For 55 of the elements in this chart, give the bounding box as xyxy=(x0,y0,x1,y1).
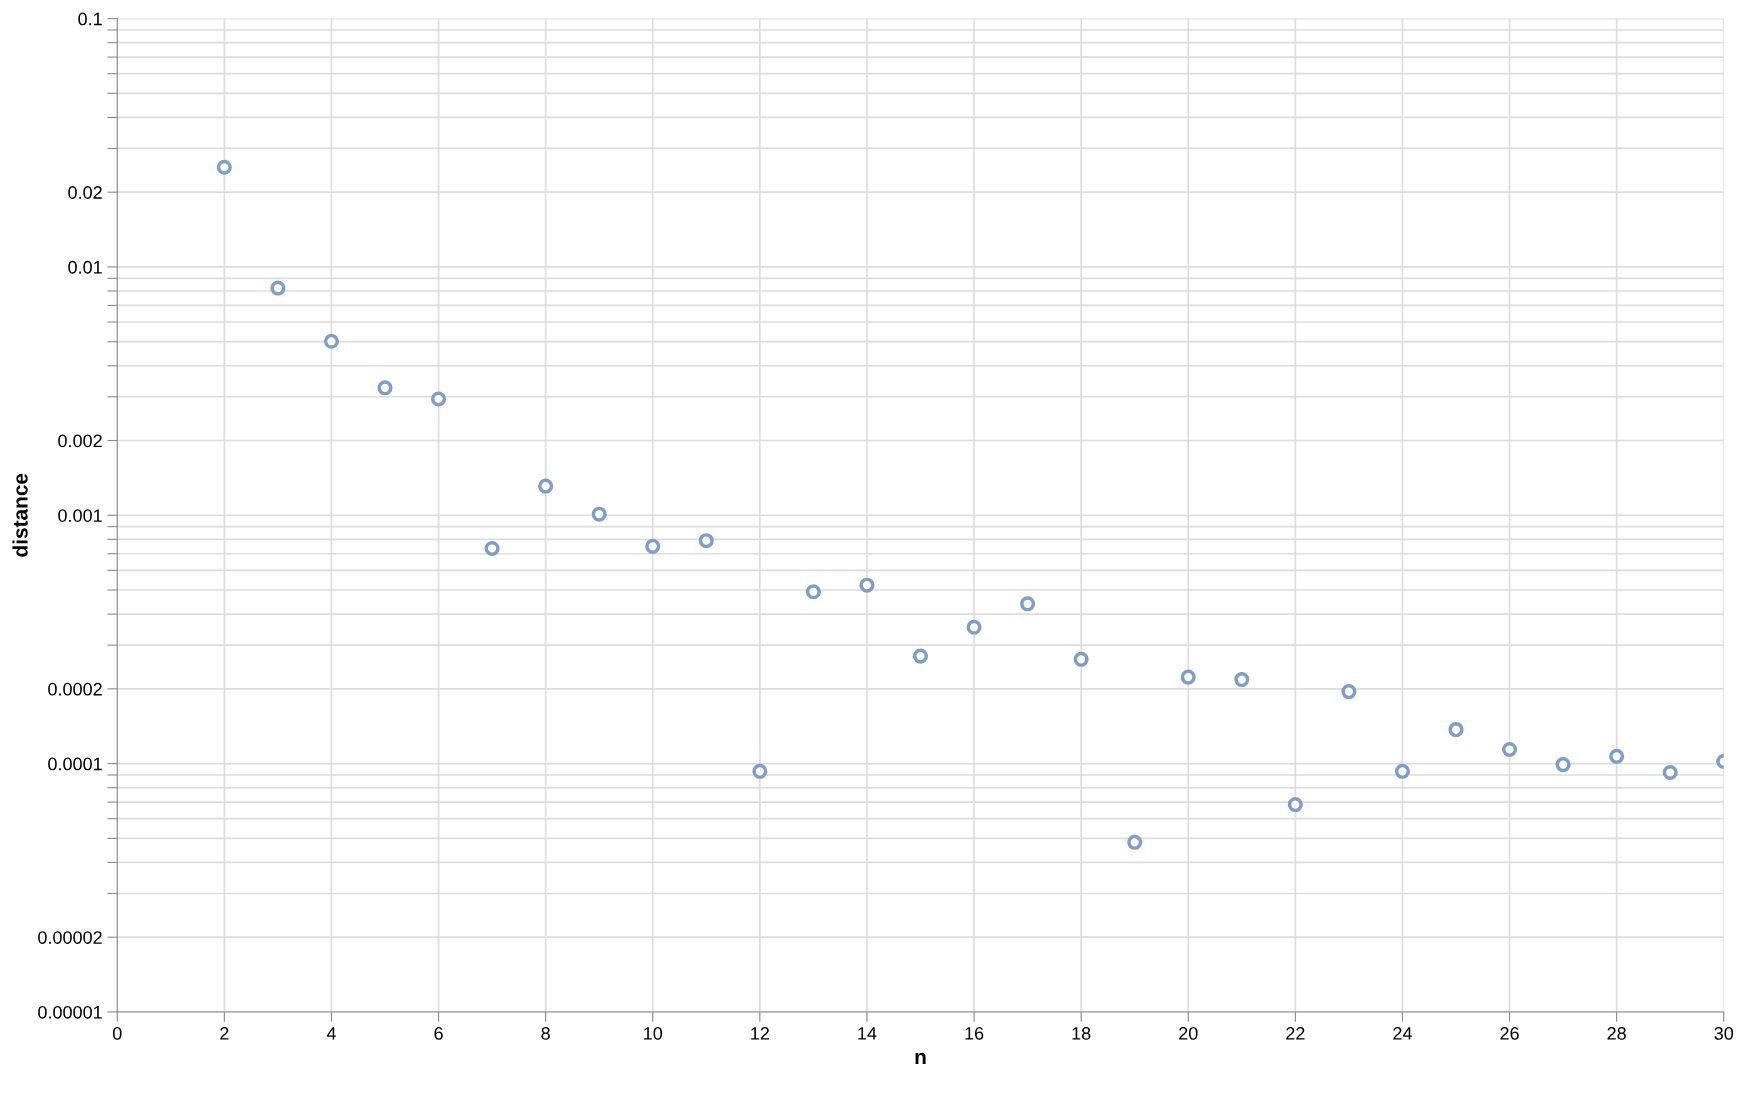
x-tick-label: 14 xyxy=(858,1027,877,1040)
point xyxy=(859,577,875,593)
point xyxy=(1073,651,1089,667)
point xyxy=(1127,834,1143,850)
point xyxy=(216,159,232,175)
point xyxy=(1234,672,1250,688)
y-tick-label: 0.1 xyxy=(78,12,102,26)
point xyxy=(538,478,554,494)
point xyxy=(1287,797,1303,813)
point xyxy=(270,280,286,296)
x-tick-label: 2 xyxy=(220,1027,229,1040)
point xyxy=(805,584,821,600)
point xyxy=(377,380,393,396)
point xyxy=(323,333,339,349)
point xyxy=(1341,684,1357,700)
x-tick-label: 20 xyxy=(1179,1027,1198,1040)
y-axis-title: distance xyxy=(12,473,28,557)
point xyxy=(752,763,768,779)
y-tick-label: 0.01 xyxy=(68,260,102,274)
x-tick-label: 16 xyxy=(965,1027,984,1040)
point xyxy=(1502,741,1518,758)
x-tick-label: 8 xyxy=(541,1027,550,1040)
y-tick-label: 0.002 xyxy=(58,434,102,448)
x-tick-label: 26 xyxy=(1500,1027,1519,1040)
x-tick-label: 24 xyxy=(1393,1027,1412,1040)
y-tick-label: 0.0001 xyxy=(48,757,102,771)
point xyxy=(1020,596,1036,612)
point xyxy=(698,533,714,549)
point xyxy=(912,648,929,664)
x-tick-label: 6 xyxy=(434,1027,443,1040)
x-tick-label: 10 xyxy=(644,1027,663,1040)
point xyxy=(1609,748,1625,764)
y-tick-label: 0.00002 xyxy=(38,931,102,944)
point xyxy=(1662,764,1678,781)
x-tick-label: 12 xyxy=(751,1027,769,1040)
point xyxy=(1448,722,1464,738)
point xyxy=(431,391,447,407)
point xyxy=(645,538,661,554)
x-axis-title: n xyxy=(915,1052,926,1065)
point xyxy=(1394,763,1410,779)
x-tick-label: 4 xyxy=(326,1027,336,1040)
y-tick-label: 0.0002 xyxy=(48,682,102,696)
point xyxy=(966,619,982,635)
point xyxy=(1180,669,1196,685)
y-tick-label: 0.00001 xyxy=(38,1005,102,1019)
x-tick-label: 28 xyxy=(1607,1027,1626,1040)
point xyxy=(1555,757,1571,773)
x-tick-label: 18 xyxy=(1072,1027,1091,1040)
point xyxy=(484,540,500,557)
y-tick-label: 0.001 xyxy=(58,509,102,522)
x-tick-label: 0 xyxy=(112,1027,122,1040)
point xyxy=(591,506,607,522)
y-tick-label: 0.02 xyxy=(68,186,102,199)
x-tick-label: 22 xyxy=(1286,1027,1305,1040)
x-tick-label: 30 xyxy=(1714,1027,1734,1040)
